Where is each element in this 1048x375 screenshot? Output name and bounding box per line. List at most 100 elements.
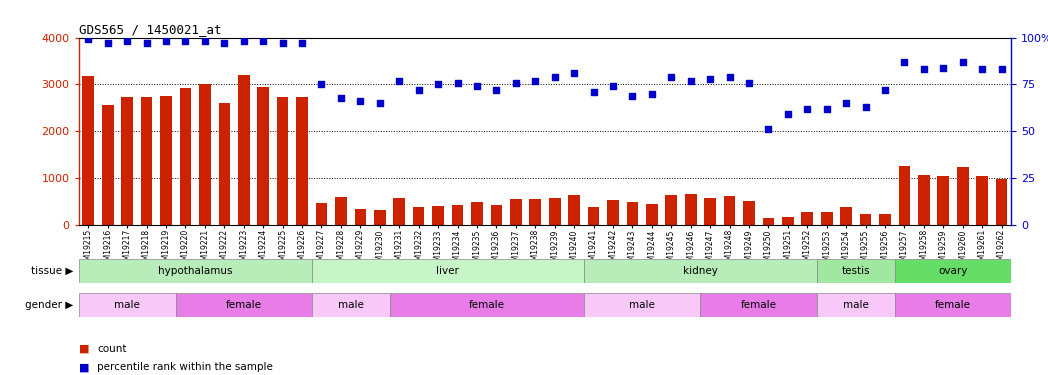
Point: [371, 100, 388, 106]
Text: gender ▶: gender ▶: [25, 300, 73, 310]
Point: [488, 87, 505, 93]
Bar: [977, 176, 988, 225]
Bar: [79, 259, 312, 283]
Text: ■: ■: [79, 363, 89, 372]
Bar: [393, 198, 405, 225]
Bar: [584, 292, 700, 317]
Bar: [840, 207, 852, 225]
Point: [566, 70, 583, 76]
Bar: [898, 166, 911, 225]
Bar: [176, 292, 312, 317]
Point: [468, 83, 485, 89]
Bar: [684, 194, 697, 225]
Bar: [413, 207, 424, 225]
Bar: [646, 204, 658, 225]
Bar: [452, 206, 463, 225]
Point: [605, 83, 621, 89]
Bar: [938, 176, 949, 225]
Bar: [704, 198, 716, 225]
Point: [974, 66, 990, 72]
Text: percentile rank within the sample: percentile rank within the sample: [97, 363, 274, 372]
Point: [935, 64, 952, 70]
Point: [391, 78, 408, 84]
Bar: [160, 96, 172, 225]
Bar: [297, 97, 308, 225]
Bar: [743, 201, 755, 225]
Point: [955, 59, 971, 65]
Point: [410, 87, 427, 93]
Point: [760, 126, 777, 132]
Point: [721, 74, 738, 80]
Bar: [218, 103, 231, 225]
Bar: [859, 214, 871, 225]
Text: female: female: [468, 300, 505, 310]
Bar: [79, 292, 176, 317]
Bar: [817, 292, 895, 317]
Text: tissue ▶: tissue ▶: [31, 266, 73, 276]
Bar: [821, 212, 832, 225]
Bar: [374, 210, 386, 225]
Text: male: male: [337, 300, 364, 310]
Text: ■: ■: [79, 344, 89, 354]
Bar: [258, 87, 269, 225]
Point: [352, 98, 369, 104]
Point: [799, 106, 815, 112]
Point: [293, 40, 310, 46]
Point: [896, 59, 913, 65]
Bar: [584, 259, 817, 283]
Bar: [568, 195, 580, 225]
Point: [216, 40, 233, 46]
Bar: [315, 203, 327, 225]
Bar: [588, 207, 599, 225]
Text: female: female: [741, 300, 777, 310]
Text: male: male: [843, 300, 869, 310]
Bar: [724, 196, 736, 225]
Point: [857, 104, 874, 110]
Point: [818, 106, 835, 112]
Bar: [782, 217, 793, 225]
Bar: [277, 97, 288, 225]
Bar: [607, 200, 618, 225]
Text: testis: testis: [842, 266, 870, 276]
Point: [546, 74, 563, 80]
Point: [663, 74, 680, 80]
Bar: [817, 259, 895, 283]
Point: [780, 111, 796, 117]
Point: [450, 80, 466, 86]
Text: GDS565 / 1450021_at: GDS565 / 1450021_at: [79, 23, 221, 36]
Bar: [700, 292, 817, 317]
Bar: [802, 212, 813, 225]
Point: [177, 38, 194, 44]
Point: [527, 78, 544, 84]
Text: count: count: [97, 344, 127, 354]
Bar: [490, 205, 502, 225]
Text: male: male: [114, 300, 140, 310]
Point: [118, 38, 135, 44]
Point: [585, 89, 602, 95]
Bar: [354, 209, 366, 225]
Bar: [238, 75, 249, 225]
Text: male: male: [629, 300, 655, 310]
Point: [430, 81, 446, 87]
Bar: [472, 202, 483, 225]
Bar: [665, 195, 677, 225]
Bar: [895, 259, 1011, 283]
Bar: [432, 206, 444, 225]
Text: female: female: [225, 300, 262, 310]
Point: [624, 93, 640, 99]
Bar: [549, 198, 561, 225]
Point: [100, 40, 116, 46]
Point: [741, 80, 758, 86]
Bar: [335, 197, 347, 225]
Point: [157, 38, 174, 44]
Point: [138, 40, 155, 46]
Bar: [627, 202, 638, 225]
Point: [876, 87, 893, 93]
Point: [197, 38, 214, 44]
Point: [313, 81, 330, 87]
Bar: [83, 76, 94, 225]
Bar: [763, 218, 774, 225]
Bar: [390, 292, 584, 317]
Point: [255, 38, 271, 44]
Bar: [510, 199, 522, 225]
